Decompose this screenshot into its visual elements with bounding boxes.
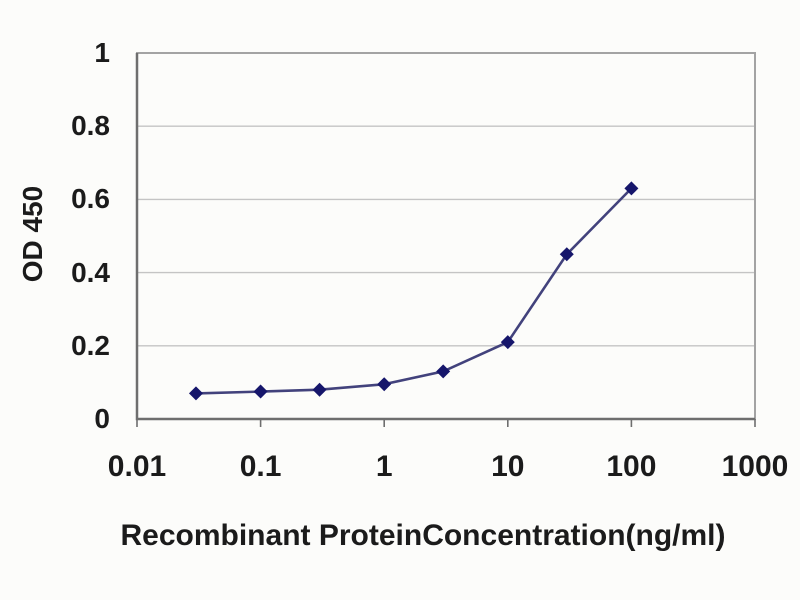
y-tick-label: 0 bbox=[94, 403, 110, 434]
x-tick-label: 1000 bbox=[721, 450, 789, 483]
x-tick-label: 1 bbox=[375, 450, 393, 483]
x-tick-label: 0.01 bbox=[107, 450, 167, 483]
data-point-marker bbox=[312, 382, 327, 397]
y-tick-label: 0.4 bbox=[71, 256, 110, 288]
y-tick-label: 1 bbox=[94, 37, 110, 68]
y-tick-label: 0.6 bbox=[71, 183, 110, 215]
x-axis-title: Recombinant ProteinConcentration(ng/ml) bbox=[120, 519, 726, 552]
data-point-marker bbox=[253, 384, 268, 399]
series-line bbox=[195, 187, 633, 395]
x-tick-label: 100 bbox=[606, 450, 657, 483]
data-point-marker bbox=[188, 386, 203, 401]
data-point-marker bbox=[559, 247, 574, 262]
data-point-marker bbox=[500, 335, 515, 350]
data-point-marker bbox=[436, 364, 451, 379]
data-point-marker bbox=[377, 377, 392, 392]
x-tick-label: 0.1 bbox=[239, 450, 282, 483]
y-tick-label: 0.2 bbox=[71, 329, 110, 361]
data-point-marker bbox=[624, 181, 639, 196]
y-tick-label: 0.8 bbox=[71, 110, 110, 142]
plot-frame bbox=[136, 52, 756, 420]
x-tick-label: 10 bbox=[491, 450, 525, 483]
axis-lines bbox=[135, 53, 755, 421]
